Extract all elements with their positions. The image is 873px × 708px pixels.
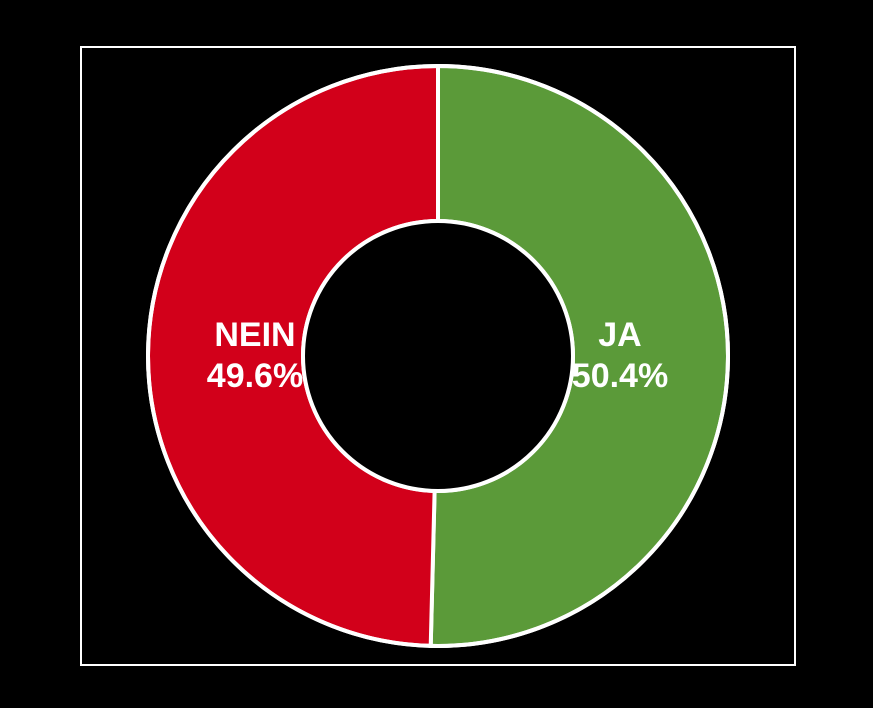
slice-label-value-nein: 49.6% — [207, 356, 303, 397]
slice-label-value-ja: 50.4% — [572, 356, 668, 397]
slice-label-name-nein: NEIN — [207, 315, 303, 356]
slice-label-name-ja: JA — [572, 315, 668, 356]
donut-chart — [0, 0, 873, 708]
donut-hole — [303, 221, 573, 491]
slice-label-nein: NEIN49.6% — [207, 315, 303, 397]
slice-label-ja: JA50.4% — [572, 315, 668, 397]
